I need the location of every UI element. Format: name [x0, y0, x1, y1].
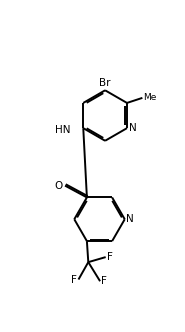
Text: F: F: [101, 276, 107, 286]
Text: Br: Br: [99, 78, 111, 88]
Text: N: N: [129, 123, 136, 133]
Text: F: F: [107, 252, 113, 262]
Text: O: O: [55, 181, 63, 191]
Text: HN: HN: [55, 124, 71, 134]
Text: Me: Me: [144, 93, 157, 102]
Text: F: F: [71, 275, 77, 285]
Text: N: N: [126, 214, 134, 224]
